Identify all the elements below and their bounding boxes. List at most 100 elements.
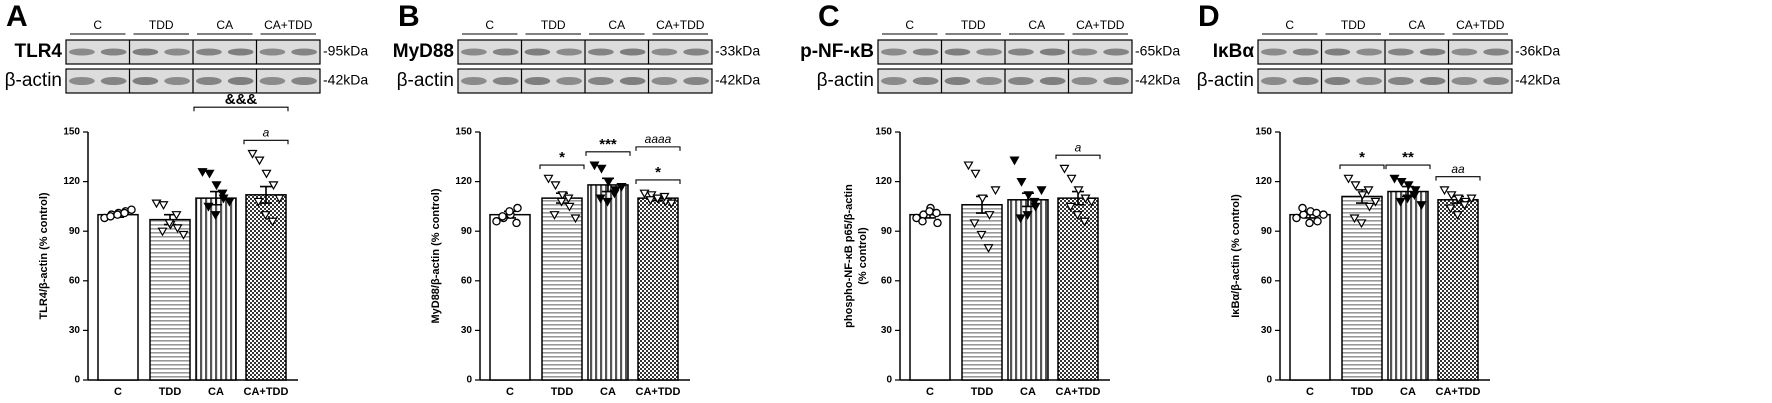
- data-point: [1009, 156, 1020, 166]
- significance-label: &&&: [225, 91, 258, 108]
- panel-label: B: [398, 0, 420, 33]
- y-axis-label: phospho-NF-κB p65/β-actin: [843, 184, 855, 328]
- blot-group-label: CA: [216, 18, 233, 32]
- blot-band: [1451, 77, 1478, 85]
- blot-group-label: CA+TDD: [1076, 18, 1125, 32]
- y-tick-label: 120: [875, 176, 892, 187]
- data-point: [983, 244, 994, 253]
- blot-band: [227, 48, 254, 56]
- data-point: [1312, 208, 1321, 218]
- bar: [1007, 199, 1049, 381]
- data-point: [1410, 186, 1421, 196]
- bar: [637, 197, 679, 381]
- blot-band: [1388, 77, 1414, 85]
- y-axis-label: IκBα/β-actin (% control): [1230, 194, 1242, 318]
- data-point: [151, 199, 162, 209]
- blot-band: [196, 77, 222, 85]
- data-point: [267, 217, 278, 227]
- bar: [909, 213, 951, 381]
- blot-band: [492, 77, 519, 85]
- data-point: [113, 210, 122, 219]
- blot-band: [976, 77, 1002, 85]
- y-tick-label: 30: [69, 325, 81, 336]
- significance-bracket: [585, 151, 631, 156]
- y-tick-label: 150: [1255, 127, 1272, 138]
- blot-band: [69, 77, 95, 85]
- blot-band: [492, 48, 519, 56]
- blot-band: [912, 77, 939, 85]
- data-point: [1086, 197, 1097, 207]
- blot-band: [556, 48, 582, 56]
- data-point: [1416, 201, 1427, 210]
- data-point: [652, 194, 663, 204]
- blot-group-label: CA+TDD: [656, 18, 705, 32]
- blot-band: [588, 77, 614, 85]
- blot-size: -95kDa: [323, 43, 368, 59]
- data-point: [977, 194, 988, 204]
- significance-label: a: [1075, 140, 1082, 154]
- data-point: [512, 218, 521, 228]
- bar: [489, 213, 531, 381]
- x-tick-label: CA+TDD: [1436, 386, 1481, 398]
- blot-band: [1356, 48, 1382, 56]
- y-tick-label: 60: [69, 275, 81, 286]
- blot-band: [881, 48, 907, 56]
- blot-band: [259, 48, 286, 56]
- bar: [541, 197, 583, 381]
- data-point: [210, 211, 221, 220]
- panel-label: C: [818, 0, 840, 33]
- data-point: [505, 207, 514, 216]
- blot-group-label: TDD: [1341, 18, 1366, 32]
- blot-band: [1419, 77, 1446, 85]
- bar: [1387, 190, 1429, 381]
- blot-band: [132, 48, 159, 56]
- data-point: [1073, 186, 1084, 196]
- blot-band: [291, 77, 317, 85]
- significance-bracket: [243, 139, 289, 145]
- blot-band: [1261, 48, 1287, 56]
- data-point: [550, 181, 561, 191]
- data-point: [666, 199, 677, 209]
- blot-protein: β-actin: [5, 70, 62, 91]
- y-tick-label: 150: [455, 127, 472, 138]
- y-tick-label: 150: [875, 127, 892, 138]
- data-point: [595, 194, 606, 204]
- blot-band: [651, 77, 678, 85]
- data-point: [925, 207, 934, 216]
- blot-band: [1356, 77, 1382, 85]
- blot-protein: β-actin: [1197, 70, 1254, 91]
- bar: [1437, 199, 1479, 381]
- significance-bracket: [635, 146, 681, 151]
- y-tick-label: 120: [455, 176, 472, 187]
- data-point: [1072, 211, 1083, 220]
- y-tick-label: 0: [1266, 375, 1272, 386]
- bar: [1289, 213, 1331, 381]
- blot-band: [164, 48, 190, 56]
- x-tick-label: TDD: [159, 386, 182, 398]
- y-tick-label: 0: [466, 375, 472, 386]
- x-tick-label: C: [506, 386, 514, 398]
- blot-band: [683, 48, 709, 56]
- y-axis-label: MyD88/β-actin (% control): [430, 188, 442, 323]
- x-tick-label: C: [926, 386, 934, 398]
- data-point: [197, 168, 208, 177]
- data-point: [172, 224, 183, 234]
- blot-band: [944, 77, 971, 85]
- data-point: [178, 230, 189, 240]
- blot-band: [291, 48, 317, 56]
- blot-band: [619, 48, 646, 56]
- data-point: [513, 203, 522, 213]
- blot-band: [944, 48, 971, 56]
- data-point: [603, 178, 614, 187]
- data-point: [157, 227, 168, 237]
- blot-band: [1039, 77, 1066, 85]
- blot-size: -33kDa: [715, 43, 760, 59]
- blot-band: [1451, 48, 1478, 56]
- blot-band: [1039, 48, 1066, 56]
- data-point: [1459, 201, 1470, 210]
- y-tick-label: 90: [1261, 226, 1273, 237]
- blot-band: [619, 77, 646, 85]
- x-tick-label: CA: [1020, 386, 1036, 398]
- blot-band: [1103, 48, 1129, 56]
